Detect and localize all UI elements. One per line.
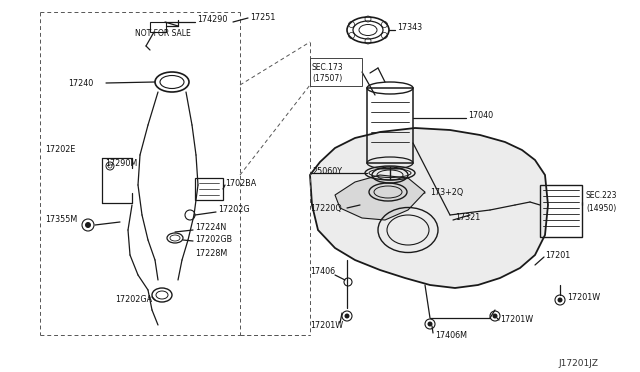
Text: 17201W: 17201W xyxy=(500,315,533,324)
Circle shape xyxy=(85,222,91,228)
Circle shape xyxy=(557,298,563,302)
Polygon shape xyxy=(310,128,548,288)
Text: 17251: 17251 xyxy=(250,13,275,22)
Text: 17240: 17240 xyxy=(68,78,93,87)
Bar xyxy=(150,22,166,32)
Text: 17201W: 17201W xyxy=(310,321,343,330)
Text: J17201JZ: J17201JZ xyxy=(558,359,598,368)
Bar xyxy=(540,185,582,237)
Text: NOT FOR SALE: NOT FOR SALE xyxy=(135,29,191,38)
Bar xyxy=(310,58,362,86)
Text: 173+2Q: 173+2Q xyxy=(430,187,463,196)
Bar xyxy=(367,88,413,163)
Text: 17201W: 17201W xyxy=(567,294,600,302)
Text: 17220Q: 17220Q xyxy=(310,203,342,212)
Text: 17228M: 17228M xyxy=(195,250,227,259)
Text: 25060Y: 25060Y xyxy=(312,167,342,176)
Text: 17202E: 17202E xyxy=(45,145,76,154)
Circle shape xyxy=(493,314,497,318)
Text: 17355M: 17355M xyxy=(45,215,77,224)
Text: 17406M: 17406M xyxy=(435,330,467,340)
Text: 17202G: 17202G xyxy=(218,205,250,215)
Text: 17343: 17343 xyxy=(397,23,422,32)
Circle shape xyxy=(428,321,433,327)
Text: 17321: 17321 xyxy=(455,214,480,222)
Text: SEC.223: SEC.223 xyxy=(586,190,618,199)
Text: 17224N: 17224N xyxy=(195,224,227,232)
Text: 17406: 17406 xyxy=(310,267,335,276)
Text: (17507): (17507) xyxy=(312,74,342,83)
Text: 17201: 17201 xyxy=(545,250,570,260)
Text: SEC.173: SEC.173 xyxy=(312,64,344,73)
Bar xyxy=(195,178,223,200)
Text: 1702BA: 1702BA xyxy=(225,179,256,187)
Text: 17040: 17040 xyxy=(468,112,493,121)
Text: 17290M: 17290M xyxy=(105,158,137,167)
Text: 17202GB: 17202GB xyxy=(195,235,232,244)
Text: (14950): (14950) xyxy=(586,203,616,212)
Circle shape xyxy=(344,314,349,318)
Polygon shape xyxy=(335,175,425,220)
Text: 174290: 174290 xyxy=(197,16,227,25)
Text: 17202GA: 17202GA xyxy=(115,295,152,305)
